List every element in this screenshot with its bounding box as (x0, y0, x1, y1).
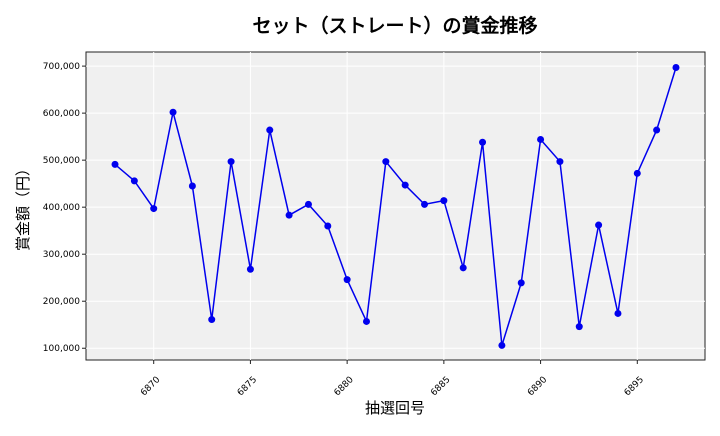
data-point (421, 200, 429, 208)
data-point (343, 276, 351, 284)
data-point (595, 221, 603, 229)
data-point (672, 64, 680, 72)
plot-area (85, 51, 706, 361)
y-tick-label: 200,000 (43, 297, 80, 307)
data-point (130, 177, 138, 185)
data-point (169, 108, 177, 116)
y-tick-label: 700,000 (43, 62, 80, 72)
data-point (266, 126, 274, 134)
data-point (285, 211, 293, 219)
data-point (517, 279, 525, 287)
data-point (227, 158, 235, 166)
data-point (479, 138, 487, 146)
data-point (537, 135, 545, 143)
y-tick-label: 300,000 (43, 250, 80, 260)
x-tick-label: 6895 (623, 375, 646, 398)
data-point (440, 197, 448, 205)
y-tick-label: 500,000 (43, 156, 80, 166)
x-tick-label: 6880 (333, 375, 356, 398)
x-tick-label: 6890 (526, 375, 549, 398)
data-point (382, 158, 390, 166)
x-tick-label: 6885 (429, 375, 452, 398)
y-tick-label: 100,000 (43, 344, 80, 354)
x-axis-label: 抽選回号 (365, 399, 425, 417)
y-axis-label: 賞金額（円） (14, 161, 32, 251)
data-point (304, 200, 312, 208)
data-point (653, 126, 661, 134)
chart-title: セット（ストレート）の賞金推移 (252, 14, 537, 37)
data-point (324, 222, 332, 230)
data-point (111, 160, 119, 168)
data-point (188, 182, 196, 190)
x-tick-label: 6875 (236, 375, 259, 398)
data-point (575, 323, 583, 331)
data-point (614, 309, 622, 317)
y-tick-label: 600,000 (43, 109, 80, 119)
data-point (208, 316, 216, 324)
data-point (498, 341, 506, 349)
data-point (556, 158, 564, 166)
y-tick-label: 400,000 (43, 203, 80, 213)
series-line (114, 67, 677, 346)
data-point (401, 181, 409, 189)
x-tick-label: 6870 (139, 375, 162, 398)
data-point (246, 265, 254, 273)
data-point (459, 264, 467, 272)
data-point (150, 205, 158, 213)
data-point (633, 169, 641, 177)
data-point (362, 317, 370, 325)
